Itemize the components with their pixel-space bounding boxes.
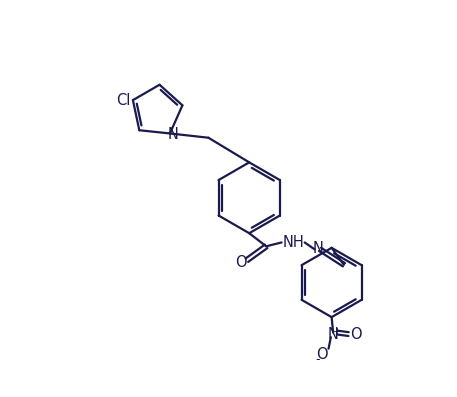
- Text: N: N: [168, 127, 178, 142]
- Text: N: N: [312, 241, 323, 256]
- Text: O: O: [235, 255, 247, 270]
- Text: Cl: Cl: [117, 93, 131, 108]
- Text: N: N: [328, 327, 339, 341]
- Text: O: O: [317, 347, 328, 362]
- Text: O: O: [350, 327, 361, 341]
- Text: NH: NH: [282, 235, 304, 250]
- Text: -: -: [315, 353, 320, 366]
- Text: +: +: [333, 327, 341, 337]
